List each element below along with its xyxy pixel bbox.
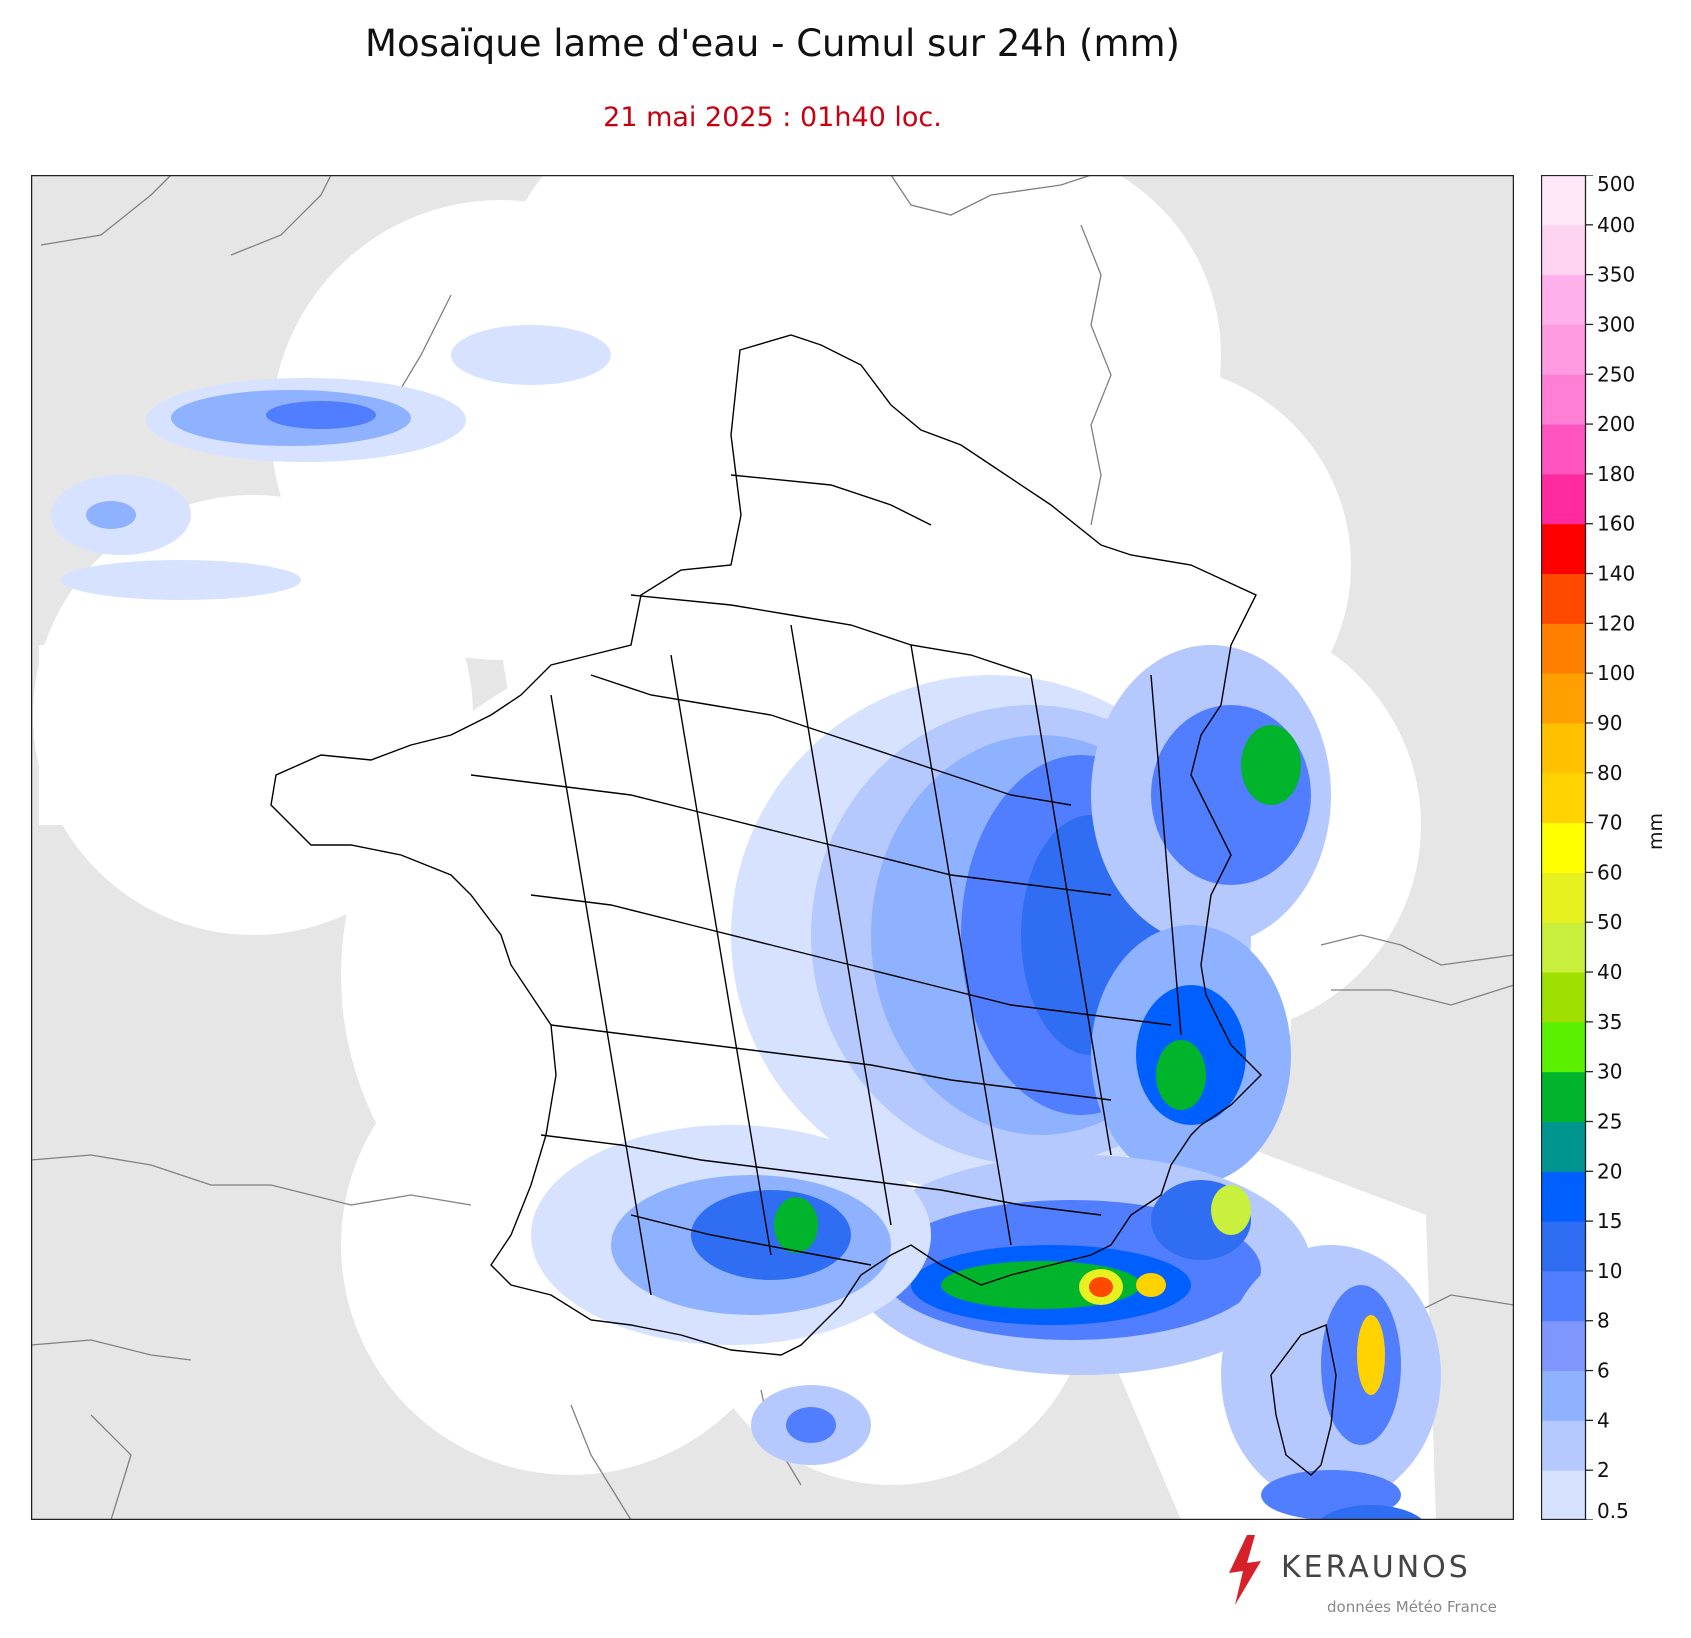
- colorbar-tick-label: 90: [1597, 711, 1622, 735]
- colorbar-tick-label: 100: [1597, 661, 1635, 685]
- colorbar-swatch: [1541, 673, 1586, 724]
- colorbar-swatch: [1541, 1221, 1586, 1272]
- brand-name: KERAUNOS: [1281, 1550, 1471, 1585]
- colorbar-swatch: [1541, 1320, 1586, 1372]
- colorbar-tick-label: 70: [1597, 811, 1622, 835]
- colorbar-tick-label: 10: [1597, 1259, 1622, 1283]
- colorbar-tick-label: 60: [1597, 860, 1622, 884]
- colorbar-swatch: [1541, 1171, 1586, 1222]
- colorbar-tick-label: 300: [1597, 312, 1635, 336]
- colorbar-swatch: [1541, 1470, 1586, 1520]
- france-borders: [270, 334, 1262, 1356]
- map-title: Mosaïque lame d'eau - Cumul sur 24h (mm): [365, 22, 1180, 65]
- colorbar-swatch: [1541, 1420, 1586, 1471]
- colorbar-tick-label: 25: [1597, 1109, 1622, 1133]
- rainfall-map: [31, 175, 1514, 1520]
- colorbar-tick-label: 120: [1597, 611, 1635, 635]
- colorbar-swatch: [1541, 1270, 1586, 1322]
- neighbor-borders: [31, 175, 1514, 1520]
- colorbar-tick-label: 50: [1597, 910, 1622, 934]
- colorbar-tick-label: 35: [1597, 1010, 1622, 1034]
- colorbar-swatch: [1541, 1071, 1586, 1122]
- colorbar-tick-label: 4: [1597, 1408, 1610, 1432]
- map-subtitle-date: 21 mai 2025 : 01h40 loc.: [603, 102, 942, 133]
- colorbar-tick-label: 8: [1597, 1309, 1610, 1333]
- colorbar-frame: [1541, 175, 1587, 1520]
- colorbar-tick-label: 350: [1597, 263, 1635, 287]
- colorbar-swatch: [1541, 523, 1586, 575]
- colorbar-swatch: [1541, 573, 1586, 624]
- colorbar-tick-label: 80: [1597, 761, 1622, 785]
- colorbar-tick-label: 0.5: [1597, 1499, 1629, 1520]
- colorbar-tick-label: 40: [1597, 960, 1622, 984]
- colorbar-tick-label: 140: [1597, 562, 1635, 586]
- colorbar-swatch: [1541, 972, 1586, 1023]
- colorbar-swatch: [1541, 424, 1586, 475]
- colorbar-tick-label: 6: [1597, 1359, 1610, 1383]
- colorbar-swatch: [1541, 274, 1586, 325]
- colorbar-swatch: [1541, 175, 1586, 226]
- data-source: données Météo France: [1327, 1598, 1497, 1616]
- colorbar-swatch: [1541, 623, 1586, 674]
- precipitation-field: [51, 325, 1441, 1520]
- colorbar-swatch: [1541, 1370, 1586, 1421]
- colorbar-unit: mm: [1645, 812, 1667, 850]
- colorbar-swatch: [1541, 922, 1586, 973]
- colorbar-swatch: [1541, 374, 1586, 425]
- lightning-bolt-icon: [1229, 1535, 1261, 1605]
- colorbar-swatch: [1541, 772, 1586, 824]
- colorbar-tick-label: 200: [1597, 412, 1635, 436]
- colorbar-swatch: [1541, 473, 1586, 525]
- colorbar-tick-label: 160: [1597, 512, 1635, 536]
- corsica-outline: [1270, 1324, 1337, 1476]
- colorbar-swatch: [1541, 822, 1586, 873]
- colorbar-tick-label: 2: [1597, 1458, 1610, 1482]
- map-frame: [31, 175, 1514, 1520]
- colorbar-tick-label: 250: [1597, 362, 1635, 386]
- colorbar-tick-label: 20: [1597, 1159, 1622, 1183]
- colorbar-swatch: [1541, 1021, 1586, 1073]
- colorbar-swatch: [1541, 224, 1586, 276]
- colorbar-swatch: [1541, 324, 1586, 375]
- colorbar-tick-label: 180: [1597, 462, 1635, 486]
- colorbar-swatch: [1541, 722, 1586, 774]
- colorbar-swatch: [1541, 1121, 1586, 1172]
- colorbar: 0.5 2 4 6 8 10 15 20 25 30 35 40 50 60 70 80 90 100 120 140…: [1541, 175, 1635, 1520]
- colorbar-tick-label: 400: [1597, 213, 1635, 237]
- colorbar-tick-label: 15: [1597, 1209, 1622, 1233]
- colorbar-tick-label: 30: [1597, 1060, 1622, 1084]
- colorbar-tick-label: 500: [1597, 175, 1635, 196]
- colorbar-swatch: [1541, 872, 1586, 923]
